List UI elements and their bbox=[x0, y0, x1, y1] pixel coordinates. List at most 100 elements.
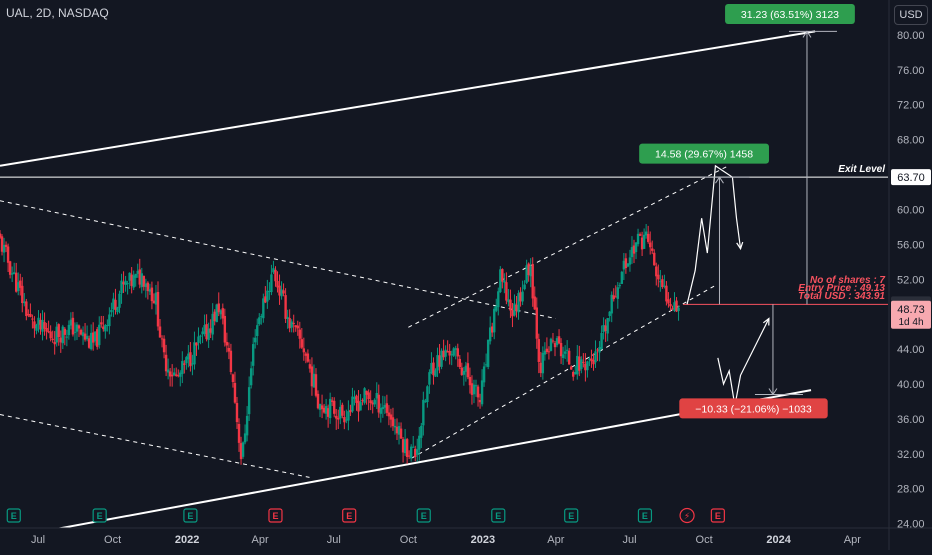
candle bbox=[233, 371, 237, 404]
candle bbox=[503, 273, 506, 294]
earnings-event-icon[interactable]: E bbox=[6, 508, 21, 523]
price-tick-label: 72.00 bbox=[897, 100, 925, 112]
candle bbox=[316, 390, 320, 410]
candle bbox=[491, 322, 494, 337]
svg-text:E: E bbox=[187, 511, 193, 521]
currency-button[interactable]: USD bbox=[894, 5, 928, 25]
candle bbox=[353, 390, 356, 406]
candle bbox=[412, 435, 415, 448]
candle bbox=[454, 345, 457, 360]
earnings-event-icon[interactable]: ⚡ bbox=[679, 507, 695, 524]
candle bbox=[448, 343, 451, 365]
candles-layer bbox=[0, 223, 680, 465]
candle bbox=[39, 313, 42, 335]
candle bbox=[642, 228, 646, 249]
candle bbox=[10, 266, 14, 283]
candle bbox=[486, 339, 490, 370]
candle bbox=[8, 260, 12, 279]
candle bbox=[482, 362, 486, 387]
earnings-event-icon[interactable]: E bbox=[92, 508, 107, 523]
lower-downtrend-line bbox=[0, 414, 310, 478]
candle bbox=[243, 424, 247, 445]
candle bbox=[515, 296, 518, 318]
candle bbox=[381, 395, 385, 418]
candle bbox=[33, 316, 36, 338]
candle bbox=[549, 337, 553, 352]
candle bbox=[468, 367, 472, 394]
candle bbox=[35, 323, 38, 335]
candle bbox=[112, 292, 115, 318]
earnings-event-icon[interactable]: E bbox=[564, 508, 579, 523]
earnings-event-icon[interactable]: E bbox=[268, 508, 283, 523]
candle bbox=[501, 268, 504, 289]
candle bbox=[397, 422, 401, 445]
candle bbox=[31, 314, 34, 329]
candle bbox=[507, 289, 510, 307]
candle bbox=[675, 297, 678, 312]
candle bbox=[53, 331, 56, 355]
earnings-event-icon[interactable]: E bbox=[342, 508, 357, 523]
candle bbox=[379, 403, 383, 423]
earnings-event-icon[interactable]: E bbox=[183, 508, 198, 523]
candle bbox=[276, 271, 279, 293]
candle bbox=[505, 272, 508, 305]
price-tick-label: 24.00 bbox=[897, 519, 925, 531]
earnings-event-icon[interactable]: E bbox=[491, 508, 506, 523]
candle bbox=[154, 284, 158, 315]
candle bbox=[391, 407, 395, 431]
candle bbox=[407, 450, 411, 459]
candle bbox=[77, 324, 81, 338]
candle bbox=[209, 319, 212, 338]
candle bbox=[280, 281, 283, 300]
candle bbox=[217, 292, 220, 317]
candle bbox=[300, 328, 304, 349]
candle bbox=[330, 397, 334, 407]
candle bbox=[85, 325, 89, 342]
candle bbox=[440, 348, 443, 370]
candle bbox=[322, 403, 326, 414]
candle bbox=[128, 272, 131, 290]
svg-text:E: E bbox=[97, 511, 103, 521]
time-tick-label: Oct bbox=[400, 534, 417, 546]
candle bbox=[110, 302, 113, 317]
candle bbox=[160, 335, 164, 348]
candle bbox=[600, 325, 603, 350]
candle bbox=[158, 318, 162, 338]
candle bbox=[543, 342, 547, 361]
candle bbox=[667, 292, 670, 308]
lower-channel-line bbox=[0, 389, 812, 541]
candle bbox=[521, 280, 524, 306]
candle bbox=[608, 310, 611, 322]
candle bbox=[150, 281, 154, 310]
candle bbox=[324, 398, 328, 420]
candle bbox=[89, 324, 93, 351]
candle bbox=[225, 332, 229, 353]
candle bbox=[91, 322, 95, 351]
candle bbox=[371, 400, 374, 414]
candle bbox=[241, 441, 245, 459]
price-tick-label: 68.00 bbox=[897, 135, 925, 147]
candle bbox=[136, 263, 139, 278]
candle bbox=[351, 387, 354, 413]
time-tick-label: Jul bbox=[623, 534, 637, 546]
candle bbox=[146, 281, 150, 300]
candle bbox=[185, 355, 188, 370]
candle bbox=[328, 392, 332, 424]
candle bbox=[537, 333, 540, 374]
earnings-event-icon[interactable]: E bbox=[710, 508, 725, 523]
drawings-layer: Exit Level 31.23 (63.51%) 3123 14.58 (29.6… bbox=[0, 3, 888, 419]
candle bbox=[140, 267, 143, 294]
candle bbox=[361, 398, 364, 406]
earnings-event-icon[interactable]: E bbox=[637, 508, 653, 523]
candle bbox=[659, 269, 662, 292]
candle bbox=[164, 344, 168, 377]
candle bbox=[256, 318, 259, 346]
candle bbox=[258, 313, 261, 326]
earnings-event-icon[interactable]: E bbox=[416, 508, 431, 523]
candle bbox=[499, 266, 502, 294]
candle bbox=[539, 351, 543, 378]
candle bbox=[215, 303, 218, 323]
trend-lines-layer bbox=[0, 30, 816, 541]
